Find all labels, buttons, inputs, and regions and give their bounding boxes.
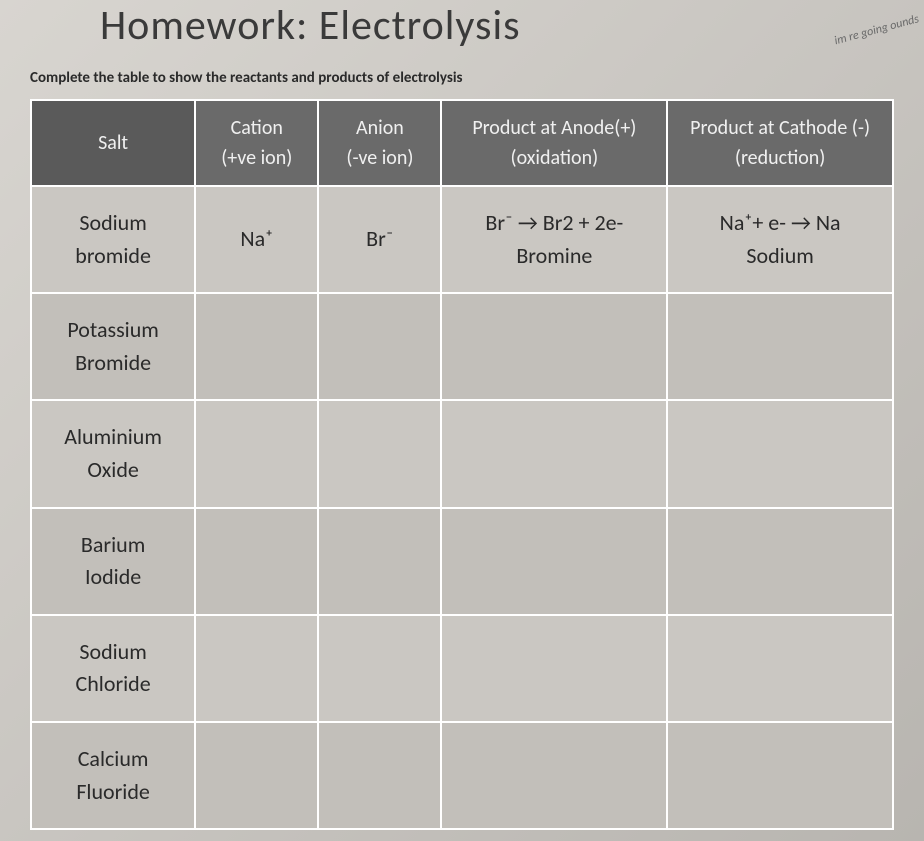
cell-salt: Aluminium Oxide (31, 400, 195, 507)
header-label: Anion (327, 115, 432, 141)
header-anion: Anion (-ve ion) (318, 100, 441, 186)
table-body: Sodium bromide Na⁺ Br⁻ Br⁻ → Br2 + 2e- B… (31, 186, 893, 829)
cell-anion (318, 722, 441, 829)
cell-text: Na⁺+ e- → Na (676, 209, 884, 238)
header-sublabel: (reduction) (676, 145, 884, 171)
header-anode: Product at Anode(+) (oxidation) (441, 100, 667, 186)
header-label: Salt (40, 130, 186, 156)
table-header-row: Salt Cation (+ve ion) Anion (-ve ion) Pr… (31, 100, 893, 186)
header-sublabel: (+ve ion) (204, 145, 309, 171)
page-title: Homework: Electrolysis (0, 0, 924, 61)
header-label: Cation (204, 115, 309, 141)
cell-anode (441, 615, 667, 722)
cell-anion: Br⁻ (318, 186, 441, 293)
header-label: Product at Anode(+) (450, 115, 658, 141)
cell-text: Sodium (40, 638, 186, 667)
cell-text: Oxide (40, 456, 186, 485)
cell-text: Barium (40, 531, 186, 560)
cell-text: Aluminium (40, 423, 186, 452)
header-cation: Cation (+ve ion) (195, 100, 318, 186)
cell-cathode (667, 293, 893, 400)
table-container: Salt Cation (+ve ion) Anion (-ve ion) Pr… (0, 99, 924, 830)
cell-anode (441, 722, 667, 829)
cell-anode: Br⁻ → Br2 + 2e- Bromine (441, 186, 667, 293)
cell-salt: Sodium bromide (31, 186, 195, 293)
cell-anode (441, 293, 667, 400)
cell-text: Sodium (676, 242, 884, 271)
cell-text: Bromine (450, 242, 658, 271)
cell-text: Fluoride (40, 778, 186, 807)
header-salt: Salt (31, 100, 195, 186)
cell-text: Calcium (40, 745, 186, 774)
cell-salt: Sodium Chloride (31, 615, 195, 722)
cell-salt: Potassium Bromide (31, 293, 195, 400)
cell-cathode (667, 508, 893, 615)
cell-cation: Na⁺ (195, 186, 318, 293)
table-row: Calcium Fluoride (31, 722, 893, 829)
cell-anion (318, 400, 441, 507)
cell-anode (441, 508, 667, 615)
header-cathode: Product at Cathode (-) (reduction) (667, 100, 893, 186)
header-sublabel: (oxidation) (450, 145, 658, 171)
cell-cation (195, 508, 318, 615)
cell-cathode (667, 722, 893, 829)
cell-salt: Barium Iodide (31, 508, 195, 615)
cell-cation (195, 293, 318, 400)
table-row: Sodium bromide Na⁺ Br⁻ Br⁻ → Br2 + 2e- B… (31, 186, 893, 293)
cell-cation (195, 400, 318, 507)
cell-cathode (667, 400, 893, 507)
instruction-text: Complete the table to show the reactants… (0, 61, 924, 99)
cell-anode (441, 400, 667, 507)
electrolysis-table: Salt Cation (+ve ion) Anion (-ve ion) Pr… (30, 99, 894, 830)
cell-cation (195, 615, 318, 722)
cell-cation (195, 722, 318, 829)
cell-cathode (667, 615, 893, 722)
cell-text: Chloride (40, 670, 186, 699)
header-label: Product at Cathode (-) (676, 115, 884, 141)
table-row: Sodium Chloride (31, 615, 893, 722)
table-row: Aluminium Oxide (31, 400, 893, 507)
table-row: Potassium Bromide (31, 293, 893, 400)
cell-salt: Calcium Fluoride (31, 722, 195, 829)
cell-text: Bromide (40, 349, 186, 378)
cell-text: Potassium (40, 316, 186, 345)
header-sublabel: (-ve ion) (327, 145, 432, 171)
cell-cathode: Na⁺+ e- → Na Sodium (667, 186, 893, 293)
cell-text: Br⁻ → Br2 + 2e- (450, 209, 658, 238)
cell-anion (318, 293, 441, 400)
cell-text: Sodium (40, 209, 186, 238)
cell-text: Iodide (40, 563, 186, 592)
cell-text: bromide (40, 242, 186, 271)
cell-anion (318, 508, 441, 615)
cell-anion (318, 615, 441, 722)
table-row: Barium Iodide (31, 508, 893, 615)
